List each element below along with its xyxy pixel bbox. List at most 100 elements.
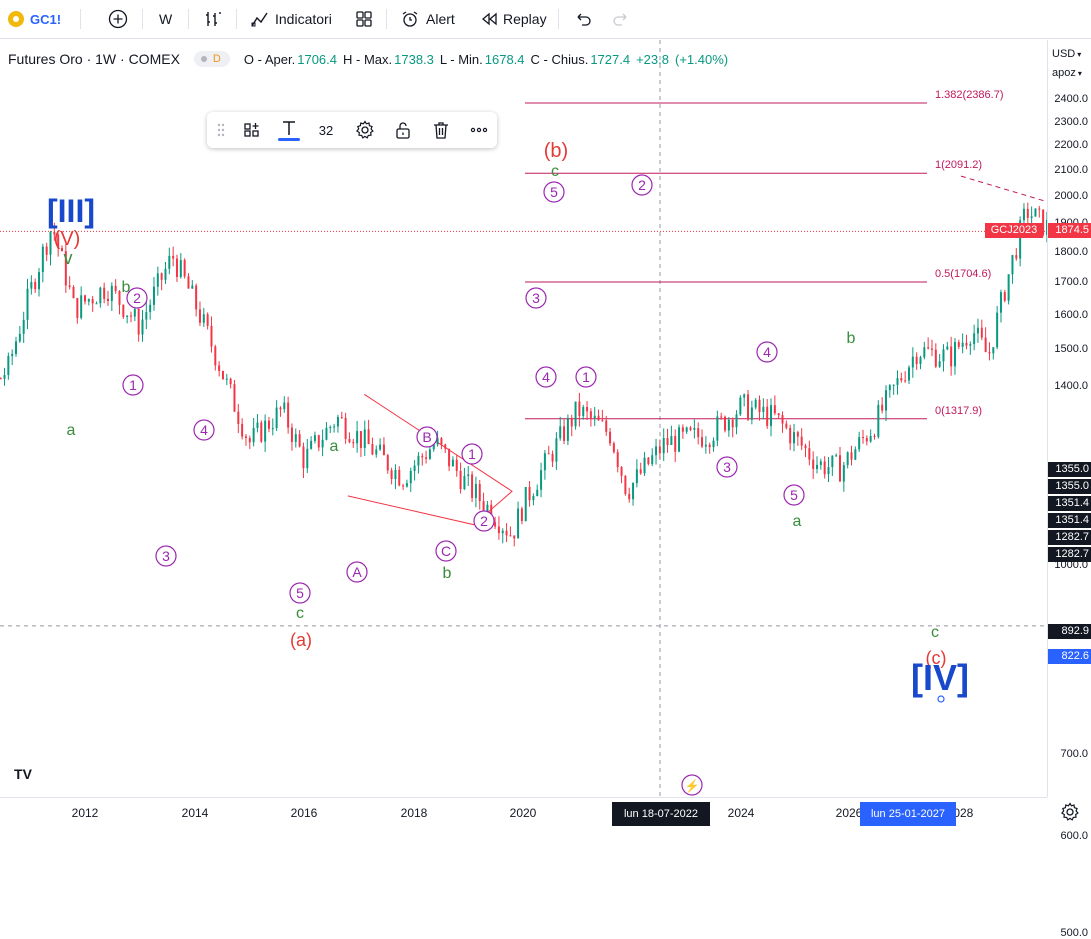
templates-button[interactable] bbox=[237, 112, 267, 148]
candle-body bbox=[137, 308, 140, 335]
candle-body bbox=[704, 444, 707, 447]
candle-body bbox=[747, 394, 750, 420]
crosshair-price-tag: 892.9 bbox=[1048, 624, 1091, 639]
candle-body bbox=[773, 405, 776, 414]
data-status-badge[interactable]: D bbox=[193, 51, 230, 67]
candle-body bbox=[283, 402, 286, 410]
wave-c: c bbox=[551, 163, 559, 180]
candle-body bbox=[846, 452, 849, 465]
candle-body bbox=[563, 426, 566, 441]
more-button[interactable] bbox=[465, 112, 493, 148]
wave-2-circle bbox=[473, 510, 495, 532]
candle-body bbox=[777, 413, 780, 416]
grid-icon bbox=[356, 11, 372, 27]
chart-type-button[interactable] bbox=[203, 0, 223, 38]
symbol-button[interactable]: GC1! bbox=[8, 0, 61, 38]
font-size-button[interactable]: 32 bbox=[313, 112, 339, 148]
candle-body bbox=[248, 438, 251, 443]
candle-body bbox=[145, 312, 148, 320]
wave-4-circle bbox=[193, 419, 215, 441]
wave-5-circle bbox=[289, 582, 311, 604]
candle-body bbox=[110, 285, 113, 302]
candle-body bbox=[543, 453, 546, 471]
interval-button[interactable]: W bbox=[159, 0, 172, 38]
candle-body bbox=[459, 470, 462, 490]
replay-button[interactable]: Replay bbox=[480, 0, 547, 38]
candle-body bbox=[996, 312, 999, 348]
candle-body bbox=[961, 342, 964, 347]
wave-B-circle bbox=[416, 426, 438, 448]
layout-templates-button[interactable] bbox=[354, 0, 374, 38]
candle-body bbox=[930, 348, 933, 350]
divider bbox=[386, 9, 387, 29]
wave-1-circle bbox=[461, 443, 483, 465]
delete-button[interactable] bbox=[427, 112, 455, 148]
wave-IV: [IV] bbox=[911, 657, 969, 698]
candle-body bbox=[260, 422, 263, 442]
undo-button[interactable] bbox=[574, 0, 592, 38]
wave-1-circle bbox=[575, 366, 597, 388]
text-color-button[interactable] bbox=[275, 112, 303, 148]
wave-4: 4 bbox=[542, 369, 550, 385]
wave-C: C bbox=[441, 543, 451, 559]
price-axis[interactable]: USD ▾ apoz ▾ 2400.0 2300.0 2200.0 2100.0 2000.… bbox=[1047, 40, 1091, 939]
currency-selector[interactable]: USD ▾ bbox=[1052, 48, 1081, 60]
scale-mode-selector[interactable]: apoz ▾ bbox=[1052, 67, 1082, 79]
candle-body bbox=[294, 434, 297, 442]
wave-c-major: (c) bbox=[926, 648, 947, 668]
chart-pane[interactable]: 1.382(2386.7) 1(2091.2) 0.5(1704.6) 0(1317.… bbox=[0, 40, 1047, 797]
low-value: 1678.4 bbox=[484, 51, 525, 67]
add-symbol-button[interactable] bbox=[108, 0, 128, 38]
chart-canvas[interactable]: 1.382(2386.7) 1(2091.2) 0.5(1704.6) 0(1317.… bbox=[0, 40, 1047, 797]
candle-body bbox=[264, 420, 267, 442]
candle-body bbox=[221, 370, 224, 380]
candle-body bbox=[766, 406, 769, 426]
wave-4-circle bbox=[535, 366, 557, 388]
candle-body bbox=[976, 327, 979, 334]
alert-button[interactable]: Alert bbox=[400, 0, 455, 38]
low-label: L - Min. bbox=[439, 51, 483, 67]
status-dot-icon bbox=[200, 56, 207, 62]
candle-body bbox=[448, 448, 451, 467]
drag-handle[interactable] bbox=[211, 112, 231, 148]
legend-title[interactable]: Futures Oro · 1W · COMEX bbox=[8, 51, 180, 67]
candle-body bbox=[244, 436, 247, 439]
wave-3: 3 bbox=[162, 548, 170, 564]
candle-body bbox=[835, 455, 838, 457]
chart-settings-button[interactable] bbox=[1060, 802, 1080, 827]
candle-body bbox=[344, 417, 347, 439]
replay-label: Replay bbox=[503, 11, 547, 27]
lightning-icon: ⚡ bbox=[685, 779, 700, 793]
candle-body bbox=[999, 292, 1002, 313]
high-value: 1738.3 bbox=[394, 51, 434, 67]
templates-icon bbox=[244, 123, 259, 137]
lock-button[interactable] bbox=[389, 112, 417, 148]
candle-body bbox=[405, 483, 408, 487]
time-axis[interactable]: 2012 2014 2016 2018 2020 2024 2026 2028 lun 18-… bbox=[0, 797, 1047, 832]
settings-button[interactable] bbox=[351, 112, 379, 148]
chevron-down-icon: ▾ bbox=[1077, 50, 1082, 59]
candle-body bbox=[750, 407, 753, 420]
candle-body bbox=[601, 420, 604, 422]
candle-body bbox=[666, 438, 669, 446]
candle-body bbox=[823, 461, 826, 475]
candle-body bbox=[689, 427, 692, 430]
candle-body bbox=[417, 455, 420, 466]
candle-body bbox=[375, 449, 378, 455]
alarm-clock-icon bbox=[402, 11, 418, 27]
candle-body bbox=[206, 314, 209, 326]
divider bbox=[142, 9, 143, 29]
wave-3: 3 bbox=[532, 290, 540, 306]
candle-body bbox=[241, 423, 244, 437]
gear-icon bbox=[1060, 802, 1079, 821]
gear-icon bbox=[355, 120, 374, 139]
price-marker-tag: 1282.7 bbox=[1048, 530, 1091, 545]
candle-body bbox=[22, 319, 25, 334]
candle-body bbox=[712, 440, 715, 448]
redo-button[interactable] bbox=[612, 0, 630, 38]
fib-level-label: 0(1317.9) bbox=[935, 405, 982, 417]
candle-body bbox=[616, 452, 619, 468]
candle-body bbox=[927, 347, 930, 349]
candle-body bbox=[727, 419, 730, 431]
indicators-button[interactable]: Indicatori bbox=[250, 0, 332, 38]
